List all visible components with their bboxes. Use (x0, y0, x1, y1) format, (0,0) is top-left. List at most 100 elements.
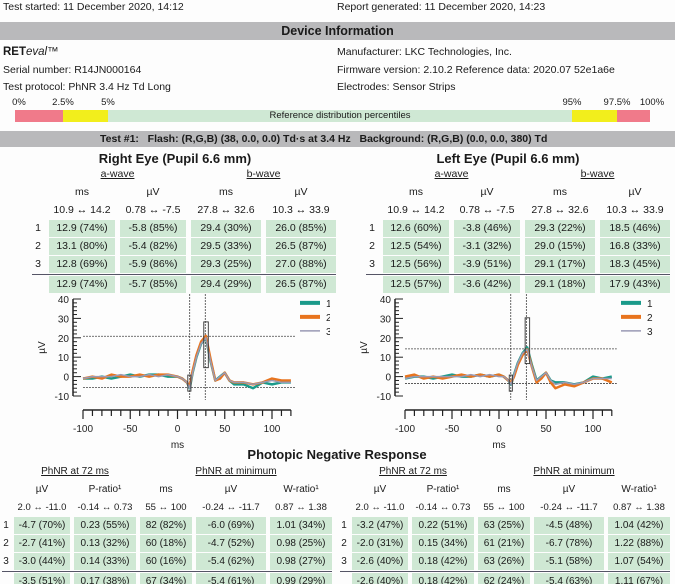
table-cell: 0.23 (55%) (74, 517, 136, 534)
pct-segment-high-mid (572, 110, 617, 122)
table-cell: 12.8 (69%) (49, 256, 115, 273)
table-cell: 1.07 (54%) (608, 553, 670, 570)
pct-segment-low-outer (15, 110, 63, 122)
reference-range: 10.9 ↔ 14.2 (387, 204, 445, 216)
table-cell: 61 (21%) (478, 535, 530, 552)
separator (2, 571, 332, 572)
row-number: 1 (341, 520, 347, 531)
electrodes: Electrodes: Sensor Strips (337, 81, 456, 93)
average-cell: 29.1 (18%) (525, 276, 595, 293)
brand-italic: eval (26, 46, 48, 58)
table-cell: 29.0 (15%) (525, 238, 595, 255)
reference-range: -0.24 ↔ -11.7 (540, 502, 598, 513)
blank (340, 463, 348, 480)
blank (2, 481, 10, 498)
x-tick-label: 0 (175, 424, 181, 435)
x-tick-label: -50 (123, 424, 138, 435)
unit-header: W-ratio¹ (283, 484, 319, 495)
table-cell: 26.5 (87%) (266, 238, 336, 255)
table-cell: -5.4 (82%) (120, 238, 186, 255)
row-number: 3 (369, 258, 375, 270)
device-info-header: Device Information (0, 22, 675, 40)
blank (2, 463, 10, 480)
y-tick-label: 30 (58, 314, 70, 325)
reference-range: 0.78 ↔ -7.5 (125, 204, 181, 216)
y-axis-label: µV (359, 341, 370, 354)
report-generated: Report generated: 11 December 2020, 14:2… (337, 1, 546, 13)
unit-header: P-ratio¹ (426, 484, 460, 495)
unit-header: µV (146, 186, 160, 198)
y-tick-label: -10 (55, 392, 70, 403)
x-tick-label: 50 (219, 424, 231, 435)
table-cell: 63 (25%) (478, 517, 530, 534)
unit-header: ms (553, 186, 567, 198)
average-cell: 0.99 (29%) (270, 573, 332, 584)
y-tick-label: 40 (380, 295, 392, 306)
reference-range: 10.9 ↔ 14.2 (53, 204, 111, 216)
average-cell: 1.11 (67%) (608, 573, 670, 584)
table-cell: 29.3 (25%) (191, 256, 261, 273)
firmware-version: Firmware version: 2.10.2 Reference data:… (337, 64, 615, 76)
table-cell: -3.9 (51%) (454, 256, 520, 273)
unit-header: W-ratio¹ (621, 484, 657, 495)
y-tick-label: 10 (58, 353, 70, 364)
unit-header: µV (294, 186, 308, 198)
test-protocol: Test protocol: PhNR 3.4 Hz Td Long (3, 81, 171, 93)
reference-range: -0.14 ↔ 0.73 (415, 502, 471, 513)
table-cell: -3.8 (46%) (454, 220, 520, 237)
reference-range: 0.87 ↔ 1.38 (275, 502, 327, 513)
x-axis-label: ms (492, 440, 505, 450)
blank (340, 573, 348, 584)
table-cell: 0.15 (34%) (412, 535, 474, 552)
table-cell: -3.1 (32%) (454, 238, 520, 255)
b-wave-label: b-wave (246, 168, 281, 180)
table-cell: -5.9 (86%) (120, 256, 186, 273)
b-wave-reference-box (524, 317, 531, 365)
average-cell: 29.4 (29%) (191, 276, 261, 293)
pct-segment-high-outer (617, 110, 650, 122)
table-cell: 26.0 (85%) (266, 220, 336, 237)
average-cell: 17.9 (43%) (600, 276, 670, 293)
phnr-min-label: PhNR at minimum (195, 466, 277, 477)
row-number: 2 (369, 240, 375, 252)
table-cell: 0.18 (42%) (412, 553, 474, 570)
y-tick-label: 10 (380, 353, 392, 364)
table-cell: -5.1 (58%) (534, 553, 604, 570)
table-cell: 63 (26%) (478, 553, 530, 570)
reference-range: 10.3 ↔ 33.9 (272, 204, 330, 216)
unit-header: µV (480, 186, 494, 198)
blank (340, 499, 348, 516)
y-tick-label: 0 (385, 373, 391, 384)
table-cell: 12.5 (56%) (383, 256, 449, 273)
average-cell: -3.6 (42%) (454, 276, 520, 293)
legend-label-3: 3 (326, 327, 330, 338)
b-wave-label: b-wave (580, 168, 615, 180)
table-cell: 0.98 (25%) (270, 535, 332, 552)
table-cell: 0.14 (33%) (74, 553, 136, 570)
waveform-series-1 (83, 336, 291, 390)
average-cell: -5.4 (61%) (196, 573, 266, 584)
reference-range: -0.24 ↔ -11.7 (202, 502, 260, 513)
reference-range: 0.87 ↔ 1.38 (613, 502, 665, 513)
table-cell: -4.5 (48%) (534, 517, 604, 534)
table-cell: -6.0 (69%) (196, 517, 266, 534)
a-wave-reference-box (187, 374, 192, 392)
table-cell: 0.98 (27%) (270, 553, 332, 570)
average-cell: 0.18 (42%) (412, 573, 474, 584)
x-tick-label: -100 (73, 424, 93, 435)
legend-label-2: 2 (647, 313, 653, 324)
pct-label-100: 100% (639, 97, 665, 108)
table-cell: -5.8 (85%) (120, 220, 186, 237)
right-eye-title: Right Eye (Pupil 6.6 mm) (98, 151, 252, 166)
average-cell: 0.17 (38%) (74, 573, 136, 584)
phnr-min-label: PhNR at minimum (533, 466, 615, 477)
y-tick-label: 0 (63, 373, 69, 384)
average-cell: 62 (24%) (478, 573, 530, 584)
table-cell: 60 (16%) (140, 553, 192, 570)
blank (32, 202, 44, 219)
left-phnr-table: PhNR at 72 ms PhNR at minimum µV P-ratio¹ ms… (340, 463, 670, 584)
average-cell: 12.5 (57%) (383, 276, 449, 293)
test-background: Background: (R,G,B) (0.0, 0.0, 380) Td (359, 133, 548, 145)
